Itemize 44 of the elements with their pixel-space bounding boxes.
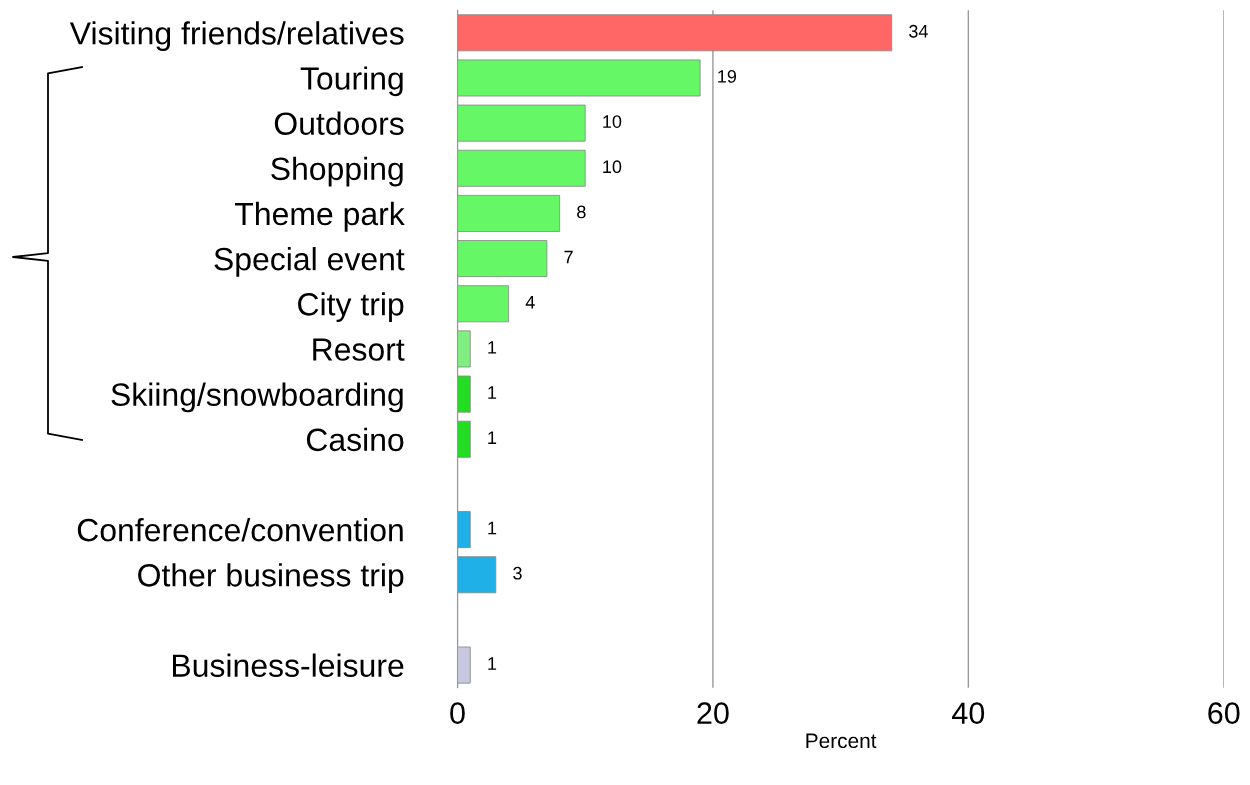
data-label: 34 (909, 24, 928, 38)
y-tick-label: Visiting friends/relatives (69, 21, 404, 51)
y-tick-label: Casino (306, 427, 404, 452)
y-tick-label: Conference/convention (77, 518, 403, 542)
bar (457, 14, 893, 52)
y-tick-label: Other business trip (138, 563, 404, 593)
data-label: 1 (488, 386, 497, 399)
x-tick-label: 20 (697, 702, 729, 724)
bar (457, 511, 471, 549)
y-tick-label: Shopping (271, 156, 403, 187)
y-tick-label: Outdoors (274, 111, 404, 135)
bar (457, 646, 471, 684)
bar (457, 240, 548, 278)
y-tick-label: Touring (300, 66, 403, 97)
x-axis-title: Percent (806, 733, 877, 749)
data-label: 1 (488, 431, 497, 444)
data-label: 4 (525, 296, 535, 309)
bar (457, 149, 586, 187)
data-label: 8 (577, 205, 586, 219)
x-tick-label: 0 (450, 702, 465, 724)
y-tick-label: Business-leisure (173, 653, 404, 677)
data-label: 10 (603, 160, 622, 174)
bar (457, 330, 471, 368)
bar (457, 420, 471, 458)
bar (457, 285, 509, 323)
bar (457, 194, 561, 232)
bar (457, 556, 497, 594)
data-label: 1 (488, 657, 497, 670)
bar (457, 104, 586, 142)
data-label: 1 (488, 521, 497, 535)
bar (457, 375, 471, 413)
data-label: 10 (603, 115, 622, 128)
x-tick-label: 60 (1208, 702, 1240, 724)
y-tick-label: Resort (313, 338, 405, 361)
y-tick-label: Theme park (235, 201, 405, 232)
data-label: 19 (718, 70, 737, 83)
x-tick-label: 40 (952, 702, 985, 724)
data-label: 3 (513, 566, 522, 580)
bar (457, 59, 701, 97)
data-label: 7 (564, 250, 573, 264)
y-tick-label: City trip (298, 292, 404, 322)
y-tick-label: Skiing/snowboarding (111, 382, 403, 413)
y-tick-label: Special event (214, 247, 405, 277)
data-label: 1 (488, 341, 497, 354)
